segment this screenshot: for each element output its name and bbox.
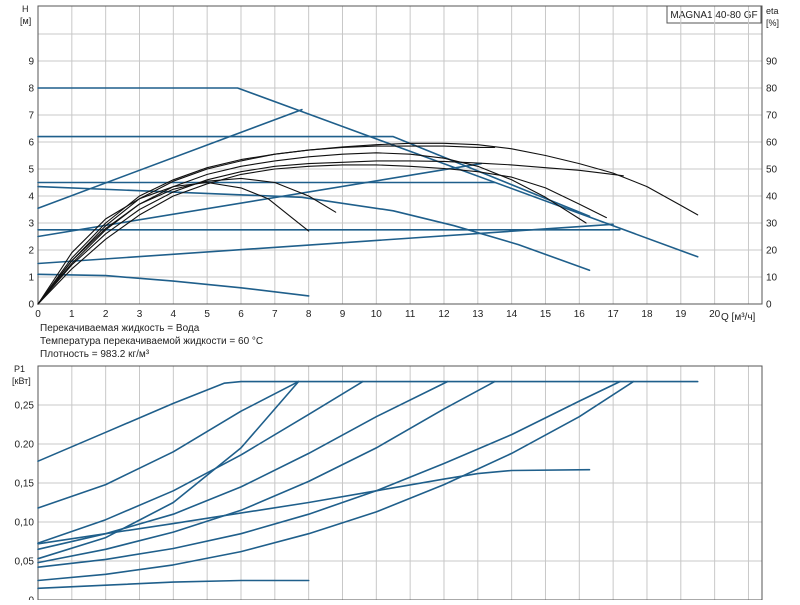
top-series-line-12 (37, 164, 607, 305)
x-tick-label: 2 (103, 309, 109, 320)
x-tick-label: 3 (137, 309, 143, 320)
x-tick-label: 7 (272, 309, 278, 320)
y-tick-label: 0 (28, 300, 34, 311)
x-tick-label: 8 (306, 309, 312, 320)
y2-tick-label: 60 (766, 138, 778, 149)
x-tick-label: 5 (204, 309, 210, 320)
y2-tick-label: 80 (766, 84, 778, 95)
top-series-line-0 (37, 87, 699, 258)
y-tick-label: 0 (28, 596, 34, 601)
note-density: Плотность = 983.2 кг/м³ (40, 349, 150, 360)
y-tick-label: 5 (28, 165, 34, 176)
y-tick-label: 0,05 (15, 557, 35, 568)
top-grid (37, 5, 763, 305)
bottom-series-line-6 (37, 468, 591, 545)
top-yunit: [м] (20, 16, 31, 26)
x-tick-label: 20 (709, 309, 721, 320)
x-tick-label: 4 (171, 309, 177, 320)
bottom-series-line-7 (37, 380, 621, 569)
y-tick-label: 4 (28, 192, 34, 203)
bottom-series-line-0 (37, 380, 699, 463)
x-tick-label: 1 (69, 309, 75, 320)
y-tick-label: 2 (28, 246, 34, 257)
top-series-line-6 (37, 108, 303, 209)
top-series-line-10 (37, 145, 496, 305)
y-tick-label: 6 (28, 138, 34, 149)
note-liquid: Перекачиваемая жидкость = Вода (40, 323, 200, 334)
model-badge: MAGNA1 40-80 GF (670, 10, 757, 21)
top-xlabel: Q [м³/ч] (721, 312, 756, 323)
bottom-ylabel: P1 (14, 364, 25, 374)
bottom-series-line-9 (37, 579, 310, 590)
y2-tick-label: 30 (766, 219, 778, 230)
y2-tick-label: 10 (766, 273, 778, 284)
y-tick-label: 3 (28, 219, 34, 230)
bottom-series-line-1 (37, 380, 300, 509)
bottom-series-line-8 (37, 380, 635, 582)
bottom-series-line-2 (37, 380, 364, 544)
y2-tick-label: 0 (766, 300, 772, 311)
bottom-grid (37, 365, 763, 601)
bottom-series-line-3 (37, 380, 300, 560)
note-temperature: Температура перекачиваемой жидкости = 60… (40, 336, 263, 347)
x-tick-label: 10 (371, 309, 383, 320)
top-series-line-14 (37, 177, 337, 305)
x-tick-label: 12 (438, 309, 450, 320)
top-ylabel: H (22, 4, 29, 14)
y-tick-label: 0,15 (15, 479, 35, 490)
top-series-line-11 (37, 160, 624, 305)
bottom-yunit: [кВт] (12, 376, 31, 386)
x-tick-label: 15 (540, 309, 552, 320)
plot-frame (37, 5, 763, 305)
y-tick-label: 0,25 (15, 401, 35, 412)
x-tick-label: 0 (35, 309, 41, 320)
y-tick-label: 1 (28, 273, 34, 284)
top-series-line-9 (37, 142, 699, 305)
top-series-line-4 (37, 185, 591, 272)
y2-tick-label: 70 (766, 111, 778, 122)
y2-tick-label: 40 (766, 192, 778, 203)
top-series-line-1 (37, 135, 591, 218)
x-tick-label: 19 (675, 309, 687, 320)
y-tick-label: 0,10 (15, 518, 35, 529)
x-tick-label: 13 (472, 309, 484, 320)
top-series-line-5 (37, 273, 310, 297)
top-y2unit: [%] (766, 18, 779, 28)
x-tick-label: 17 (608, 309, 620, 320)
top-series-line-8 (37, 223, 614, 265)
y-tick-label: 9 (28, 57, 34, 68)
y-tick-label: 7 (28, 111, 34, 122)
y2-tick-label: 50 (766, 165, 778, 176)
bottom-series-line-5 (37, 380, 496, 564)
y-tick-label: 8 (28, 84, 34, 95)
x-tick-label: 6 (238, 309, 244, 320)
top-series-line-15 (37, 181, 310, 305)
top-y2label: eta (766, 6, 779, 16)
x-tick-label: 14 (506, 309, 518, 320)
x-tick-label: 9 (340, 309, 346, 320)
x-tick-label: 11 (405, 309, 416, 320)
x-tick-label: 16 (574, 309, 586, 320)
y-tick-label: 0.20 (15, 440, 35, 451)
y2-tick-label: 20 (766, 246, 778, 257)
y2-tick-label: 90 (766, 57, 778, 68)
x-tick-label: 18 (641, 309, 653, 320)
